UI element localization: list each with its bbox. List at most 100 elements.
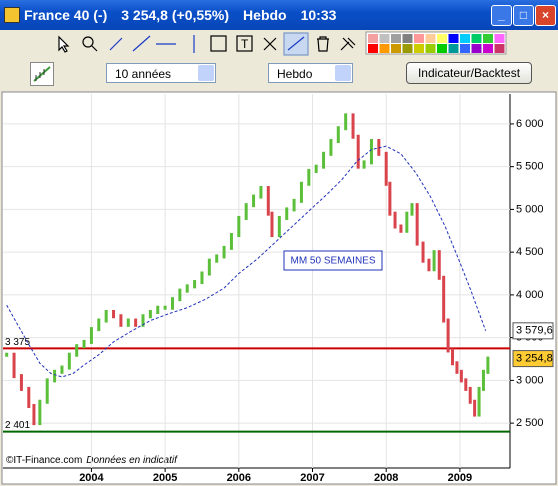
app-icon bbox=[4, 7, 20, 23]
annotation: MM 50 SEMAINES bbox=[290, 256, 375, 267]
candle bbox=[329, 139, 333, 156]
fibo-tool[interactable] bbox=[210, 35, 227, 52]
candle bbox=[464, 378, 468, 391]
candle bbox=[32, 404, 36, 426]
palette-swatch[interactable] bbox=[425, 34, 436, 43]
text-tool[interactable] bbox=[236, 35, 253, 52]
candle bbox=[446, 318, 450, 353]
last-value-label: 3 254,8 bbox=[516, 353, 553, 365]
y-tick-label: 3 000 bbox=[516, 374, 544, 386]
candle bbox=[193, 280, 197, 289]
candle bbox=[252, 194, 256, 208]
candle bbox=[266, 186, 270, 216]
maximize-button[interactable]: □ bbox=[513, 5, 534, 26]
candle bbox=[384, 151, 388, 186]
palette-swatch[interactable] bbox=[414, 34, 424, 43]
candle bbox=[432, 250, 436, 272]
note: Données en indicatif bbox=[86, 455, 178, 466]
candle bbox=[163, 305, 167, 310]
delete-tool[interactable] bbox=[317, 36, 329, 52]
candle bbox=[134, 318, 138, 327]
palette-swatch[interactable] bbox=[471, 44, 482, 53]
palette-swatch[interactable] bbox=[471, 34, 482, 43]
candle bbox=[178, 288, 182, 302]
y-tick-label: 4 000 bbox=[516, 289, 544, 301]
level-label: 2 401 bbox=[5, 420, 30, 431]
x-tick-label: 2004 bbox=[79, 472, 104, 484]
candle bbox=[126, 318, 130, 327]
y-tick-label: 4 500 bbox=[516, 246, 544, 258]
candle bbox=[200, 271, 204, 285]
palette-swatch[interactable] bbox=[414, 44, 424, 53]
candle bbox=[285, 207, 289, 220]
candle bbox=[437, 250, 441, 280]
chart-type-icon bbox=[33, 66, 51, 82]
candle bbox=[455, 361, 459, 374]
trend-tool[interactable] bbox=[109, 37, 123, 51]
range-select[interactable]: 10 années bbox=[106, 63, 216, 83]
palette-swatch[interactable] bbox=[437, 44, 447, 53]
palette-swatch[interactable] bbox=[448, 34, 459, 43]
candle bbox=[388, 181, 392, 216]
palette-swatch[interactable] bbox=[483, 44, 493, 53]
candle bbox=[415, 203, 419, 246]
palette-swatch[interactable] bbox=[379, 34, 390, 43]
moving-average bbox=[6, 145, 487, 378]
palette-swatch[interactable] bbox=[391, 44, 401, 53]
candle bbox=[104, 309, 108, 323]
period-select[interactable]: Hebdo bbox=[268, 63, 353, 83]
palette-swatch[interactable] bbox=[483, 34, 493, 43]
candle bbox=[451, 348, 455, 366]
candle bbox=[27, 386, 31, 409]
candle bbox=[344, 113, 348, 131]
candle bbox=[369, 139, 373, 165]
candle bbox=[421, 241, 425, 263]
instrument: France 40 (-) bbox=[24, 7, 108, 23]
candle bbox=[270, 211, 274, 238]
palette-swatch[interactable] bbox=[402, 44, 413, 53]
candle bbox=[399, 224, 403, 233]
minimize-button[interactable]: _ bbox=[491, 5, 512, 26]
palette-swatch[interactable] bbox=[379, 44, 390, 53]
candle bbox=[292, 198, 296, 212]
indicator-button[interactable]: Indicateur/Backtest bbox=[406, 62, 532, 84]
palette-swatch[interactable] bbox=[494, 34, 505, 43]
annotation-box bbox=[283, 250, 383, 271]
candle bbox=[75, 344, 79, 357]
candle bbox=[207, 258, 211, 276]
candle bbox=[82, 339, 86, 349]
measure-tool[interactable] bbox=[263, 37, 277, 51]
last-value-box bbox=[512, 322, 554, 340]
chart-type-button[interactable] bbox=[30, 62, 54, 86]
palette-swatch[interactable] bbox=[494, 44, 505, 53]
candle bbox=[112, 309, 116, 319]
candle bbox=[67, 352, 71, 370]
palette-swatch[interactable] bbox=[391, 34, 401, 43]
palette-swatch[interactable] bbox=[368, 34, 378, 43]
candle bbox=[427, 258, 431, 272]
candle bbox=[244, 203, 248, 220]
period: Hebdo bbox=[243, 7, 287, 23]
palette-swatch[interactable] bbox=[437, 34, 447, 43]
candle bbox=[5, 352, 9, 357]
pointer-tool[interactable] bbox=[58, 35, 70, 53]
candle bbox=[60, 365, 64, 374]
line-tool[interactable] bbox=[132, 35, 151, 52]
candle bbox=[215, 254, 219, 263]
palette-swatch[interactable] bbox=[368, 44, 378, 53]
palette-swatch[interactable] bbox=[460, 34, 470, 43]
zoom-tool[interactable] bbox=[82, 36, 94, 48]
close-button[interactable]: × bbox=[535, 5, 556, 26]
x-tick-label: 2006 bbox=[227, 472, 251, 484]
palette-swatch[interactable] bbox=[460, 44, 470, 53]
last-value-box bbox=[512, 350, 554, 368]
settings-tool[interactable] bbox=[340, 37, 356, 51]
palette-swatch[interactable] bbox=[425, 44, 436, 53]
palette-swatch[interactable] bbox=[448, 44, 459, 53]
candle bbox=[229, 233, 233, 250]
chart-panel bbox=[1, 91, 557, 485]
time: 10:33 bbox=[300, 7, 337, 23]
palette-swatch[interactable] bbox=[402, 34, 413, 43]
candle bbox=[38, 399, 42, 426]
